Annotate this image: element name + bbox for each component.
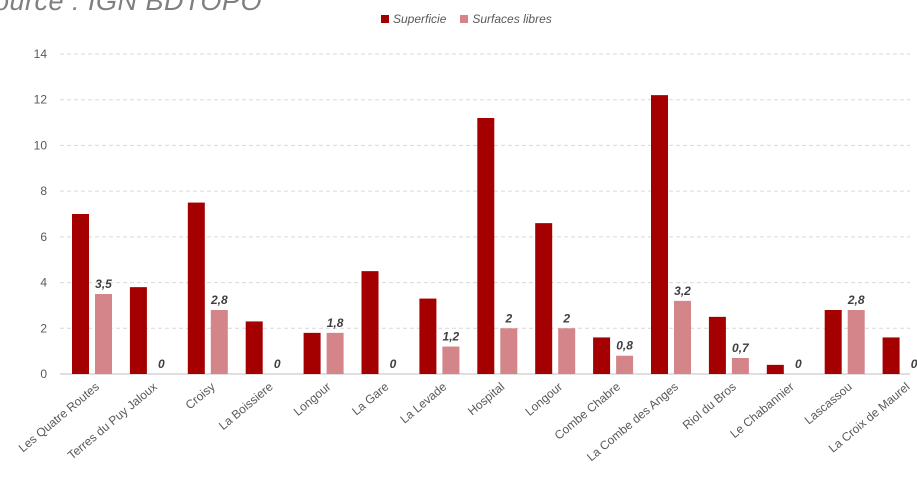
data-label-surfaces-libres: 1,8: [327, 316, 344, 330]
bar-surfaces-libres: [326, 332, 344, 374]
data-label-surfaces-libres: 0,7: [732, 341, 750, 355]
legend-item-superficie: Superficie: [381, 12, 446, 26]
bar-superficie: [245, 321, 263, 374]
bar-surfaces-libres: [558, 328, 576, 374]
x-category-label: Longour: [522, 380, 565, 419]
y-tick-label: 10: [34, 138, 48, 152]
legend-label-surfaces-libres: Surfaces libres: [472, 12, 552, 26]
bar-surfaces-libres: [847, 310, 865, 374]
legend-swatch-superficie: [381, 15, 389, 23]
source-note: ource : IGN BDTOPO: [0, 0, 263, 16]
y-tick-label: 0: [40, 367, 47, 381]
bar-superficie: [824, 310, 842, 374]
bar-superficie: [419, 298, 437, 374]
data-label-surfaces-libres: 1,2: [443, 330, 460, 344]
bar-surfaces-libres: [210, 310, 228, 374]
bar-superficie: [129, 287, 147, 374]
bar-superficie: [187, 202, 205, 374]
data-label-surfaces-libres: 0,8: [616, 339, 633, 353]
legend-item-surfaces-libres: Surfaces libres: [460, 12, 552, 26]
x-category-label: Croisy: [183, 380, 218, 413]
y-tick-label: 6: [40, 230, 47, 244]
data-label-surfaces-libres: 0: [274, 357, 281, 371]
x-category-label: La Boissiere: [216, 379, 276, 432]
y-tick-label: 14: [34, 47, 48, 61]
data-label-surfaces-libres: 0: [390, 357, 397, 371]
bar-surfaces-libres: [731, 358, 749, 374]
x-category-label: La Levade: [397, 379, 449, 426]
data-label-surfaces-libres: 2,8: [847, 293, 865, 307]
data-label-surfaces-libres: 2,8: [210, 293, 228, 307]
x-category-label: Hospital: [465, 380, 507, 419]
bar-superficie: [593, 337, 611, 374]
bar-superficie: [72, 214, 89, 374]
bar-surfaces-libres: [500, 328, 518, 374]
bar-superficie: [766, 364, 784, 374]
chart-legend: Superficie Surfaces libres: [381, 12, 552, 26]
bar-superficie: [708, 316, 726, 374]
bar-superficie: [651, 95, 668, 375]
y-tick-label: 12: [34, 93, 48, 107]
data-label-surfaces-libres: 2: [504, 311, 512, 325]
x-category-label: Le Chabannier: [727, 380, 796, 441]
legend-label-superficie: Superficie: [393, 12, 447, 26]
data-label-surfaces-libres: 2: [562, 311, 570, 325]
bar-superficie: [361, 271, 379, 374]
data-label-surfaces-libres: 0: [795, 357, 802, 371]
bar-surfaces-libres: [674, 300, 691, 374]
bar-superficie: [882, 337, 900, 374]
data-label-surfaces-libres: 3,5: [95, 277, 112, 291]
data-label-surfaces-libres: 0: [911, 357, 917, 371]
x-category-label: Lascassou: [802, 380, 855, 428]
y-tick-label: 8: [40, 184, 47, 198]
data-label-surfaces-libres: 3,2: [674, 284, 691, 298]
x-category-label: Riol du Bros: [680, 380, 739, 433]
bar-superficie: [303, 332, 321, 374]
bar-superficie: [535, 223, 553, 374]
y-tick-label: 4: [40, 276, 47, 290]
data-label-surfaces-libres: 0: [158, 357, 165, 371]
bar-surfaces-libres: [616, 355, 634, 374]
bar-surfaces-libres: [95, 294, 112, 374]
legend-swatch-surfaces-libres: [460, 15, 469, 23]
x-category-label: La Gare: [349, 379, 391, 418]
x-category-label: Longour: [291, 380, 334, 419]
bar-surfaces-libres: [442, 346, 460, 374]
y-tick-label: 2: [40, 321, 47, 335]
bar-superficie: [477, 118, 495, 374]
